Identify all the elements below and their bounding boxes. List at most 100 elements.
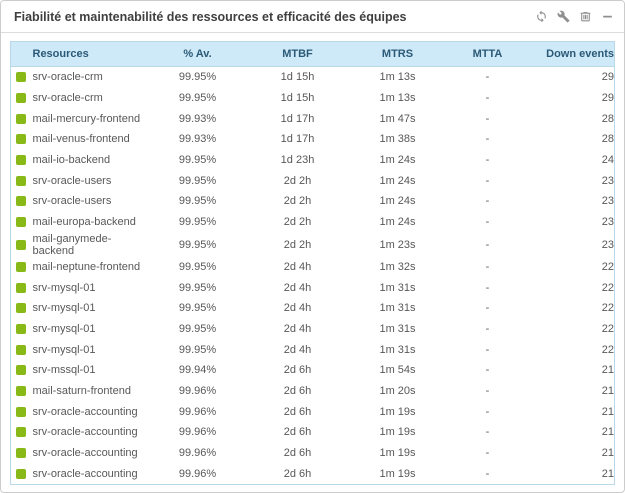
status-cell — [11, 277, 33, 298]
status-cell — [11, 170, 33, 191]
mtbf-cell: 1d 15h — [280, 92, 315, 105]
resource-name-cell[interactable]: mail-neptune-frontend — [32, 260, 141, 273]
down-events-cell: 21 — [601, 447, 614, 460]
table-row[interactable]: mail-io-backend 99.95% 1d 23h 1m 24s - 2… — [10, 149, 615, 171]
resource-name-cell[interactable]: mail-europa-backend — [32, 216, 136, 229]
table-row[interactable]: mail-mercury-frontend 99.93% 1d 17h 1m 4… — [10, 108, 615, 130]
mtbf-cell: 2d 4h — [283, 260, 312, 273]
column-header-availability[interactable]: % Av. — [152, 41, 243, 67]
resource-name-cell[interactable]: srv-oracle-users — [32, 174, 112, 187]
column-header-mtrs[interactable]: MTRS — [352, 41, 443, 67]
table-row[interactable]: srv-mysql-01 99.95% 2d 4h 1m 31s - 22 — [10, 277, 615, 298]
mtta-cell: - — [485, 260, 490, 273]
table-row[interactable]: srv-oracle-users 99.95% 2d 2h 1m 24s - 2… — [10, 170, 615, 192]
column-header-mtbf[interactable]: MTBF — [242, 41, 353, 67]
table-row[interactable]: srv-oracle-accounting 99.96% 2d 6h 1m 19… — [10, 422, 615, 443]
mtta-cell: - — [485, 133, 490, 146]
status-cell — [11, 88, 33, 109]
table-row[interactable]: srv-mysql-01 99.95% 2d 4h 1m 31s - 22 — [10, 318, 615, 340]
resource-name-cell[interactable]: mail-ganymede-backend — [32, 232, 112, 257]
availability-cell: 99.95% — [178, 281, 217, 294]
table-row[interactable]: srv-oracle-users 99.95% 2d 2h 1m 24s - 2… — [10, 191, 615, 212]
status-ok-icon — [16, 427, 26, 438]
mtta-cell: - — [485, 238, 490, 251]
mtbf-cell: 2d 4h — [283, 322, 312, 335]
resource-name-cell[interactable]: mail-venus-frontend — [32, 133, 130, 146]
mtta-cell: - — [485, 364, 490, 377]
mtbf-cell: 1d 23h — [280, 154, 315, 167]
status-cell — [11, 108, 33, 129]
table-row[interactable]: srv-oracle-accounting 99.96% 2d 6h 1m 19… — [10, 401, 615, 422]
column-header-down-events[interactable]: Down events — [532, 41, 615, 67]
table-row[interactable]: mail-saturn-frontend 99.96% 2d 6h 1m 20s… — [10, 380, 615, 402]
table-row[interactable]: mail-venus-frontend 99.93% 1d 17h 1m 38s… — [10, 129, 615, 150]
mtta-cell: - — [485, 154, 490, 167]
mtta-cell: - — [485, 405, 490, 418]
mtrs-cell: 1m 47s — [379, 112, 416, 125]
resource-name-cell[interactable]: srv-mysql-01 — [32, 302, 96, 315]
widget-title: Fiabilité et maintenabilité des ressourc… — [14, 9, 407, 24]
resource-name-cell[interactable]: srv-oracle-accounting — [32, 405, 138, 418]
table-row[interactable]: srv-oracle-crm 99.95% 1d 15h 1m 13s - 29 — [10, 66, 615, 88]
status-ok-icon — [16, 385, 26, 396]
mtta-cell: - — [485, 216, 490, 229]
status-ok-icon — [16, 261, 26, 272]
table-row[interactable]: srv-oracle-accounting 99.96% 2d 6h 1m 19… — [10, 442, 615, 464]
table-row[interactable]: mail-europa-backend 99.95% 2d 2h 1m 24s … — [10, 211, 615, 233]
availability-cell: 99.95% — [178, 216, 217, 229]
mtrs-cell: 1m 54s — [379, 364, 416, 377]
mtrs-cell: 1m 32s — [379, 260, 416, 273]
mtbf-cell: 2d 4h — [283, 302, 312, 315]
collapse-icon[interactable] — [600, 9, 615, 24]
mtta-cell: - — [485, 384, 490, 397]
down-events-cell: 28 — [601, 112, 614, 125]
widget-header: Fiabilité et maintenabilité des ressourc… — [1, 1, 624, 33]
widget-body: Resources % Av. MTBF MTRS MTTA Down even… — [1, 33, 624, 486]
resource-name-cell[interactable]: srv-mysql-01 — [32, 322, 96, 335]
resource-name-cell[interactable]: mail-mercury-frontend — [32, 112, 141, 125]
resource-name-cell[interactable]: srv-mysql-01 — [32, 281, 96, 294]
table-row[interactable]: mail-ganymede-backend 99.95% 2d 2h 1m 23… — [10, 232, 615, 257]
status-cell — [11, 298, 33, 319]
status-ok-icon — [16, 323, 26, 334]
down-events-cell: 23 — [601, 174, 614, 187]
resource-name-cell[interactable]: mail-io-backend — [32, 154, 111, 167]
status-ok-icon — [16, 282, 26, 293]
resource-name-cell[interactable]: srv-mssql-01 — [32, 364, 96, 377]
resource-name-cell[interactable]: srv-oracle-accounting — [32, 467, 138, 480]
availability-cell: 99.96% — [178, 447, 217, 460]
status-cell — [11, 422, 33, 443]
availability-cell: 99.95% — [178, 322, 217, 335]
availability-cell: 99.95% — [178, 195, 217, 208]
availability-cell: 99.94% — [178, 364, 217, 377]
trash-icon[interactable] — [578, 9, 593, 24]
column-header-mtta[interactable]: MTTA — [442, 41, 533, 67]
down-events-cell: 24 — [601, 154, 614, 167]
status-cell — [11, 463, 33, 484]
table-row[interactable]: srv-oracle-accounting 99.96% 2d 6h 1m 19… — [10, 463, 615, 485]
table-row[interactable]: srv-mysql-01 99.95% 2d 4h 1m 31s - 22 — [10, 339, 615, 360]
mtbf-cell: 2d 4h — [283, 343, 312, 356]
resource-name-cell[interactable]: srv-oracle-accounting — [32, 426, 138, 439]
down-events-cell: 21 — [601, 384, 614, 397]
availability-cell: 99.96% — [178, 384, 217, 397]
resource-name-cell[interactable]: srv-oracle-users — [32, 195, 112, 208]
refresh-icon[interactable] — [534, 9, 549, 24]
availability-cell: 99.95% — [178, 260, 217, 273]
resource-name-cell[interactable]: mail-saturn-frontend — [32, 384, 131, 397]
resource-name-cell[interactable]: srv-mysql-01 — [32, 343, 96, 356]
down-events-cell: 22 — [601, 302, 614, 315]
table-row[interactable]: srv-oracle-crm 99.95% 1d 15h 1m 13s - 29 — [10, 87, 615, 109]
column-header-resources[interactable]: Resources — [32, 41, 153, 67]
mtta-cell: - — [485, 447, 490, 460]
table-row[interactable]: srv-mysql-01 99.95% 2d 4h 1m 31s - 22 — [10, 297, 615, 319]
wrench-icon[interactable] — [556, 9, 571, 24]
down-events-cell: 22 — [601, 260, 614, 273]
table-row[interactable]: mail-neptune-frontend 99.95% 2d 4h 1m 32… — [10, 256, 615, 278]
mtbf-cell: 2d 2h — [283, 195, 312, 208]
resource-name-cell[interactable]: srv-oracle-crm — [32, 71, 103, 84]
resource-name-cell[interactable]: srv-oracle-crm — [32, 92, 103, 105]
mtbf-cell: 2d 6h — [283, 426, 312, 439]
resource-name-cell[interactable]: srv-oracle-accounting — [32, 447, 138, 460]
table-row[interactable]: srv-mssql-01 99.94% 2d 6h 1m 54s - 21 — [10, 359, 615, 381]
